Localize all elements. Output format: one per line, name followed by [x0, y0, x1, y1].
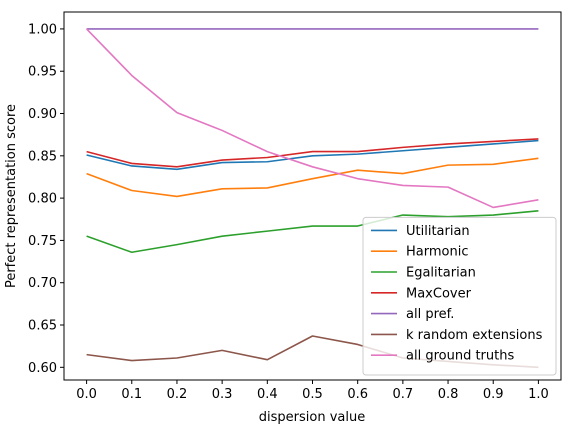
y-tick-label: 0.80 — [28, 192, 57, 207]
y-tick-label: 0.70 — [28, 276, 57, 291]
x-tick-label: 0.5 — [302, 387, 323, 402]
y-axis-ticks: 0.60 0.65 0.70 0.75 0.80 0.85 0.90 0.95 1.00 — [28, 22, 64, 376]
y-axis-label: Perfect representation score — [4, 104, 19, 288]
y-tick-label: 0.60 — [28, 361, 57, 376]
x-tick-label: 0.3 — [212, 387, 233, 402]
x-tick-label: 0.9 — [483, 387, 504, 402]
y-tick-label: 0.75 — [28, 234, 57, 249]
x-tick-label: 0.6 — [347, 387, 368, 402]
x-tick-label: 0.0 — [76, 387, 97, 402]
x-axis-ticks: 0.0 0.1 0.2 0.3 0.4 0.5 0.6 0.7 0.8 0.9 1.0 — [76, 380, 549, 402]
y-tick-label: 0.85 — [28, 149, 57, 164]
x-axis-label: dispersion value — [259, 410, 365, 425]
legend-box — [362, 216, 557, 376]
legend-label: Egalitarian — [406, 266, 476, 281]
series-line-egalitarian — [86, 210, 539, 254]
legend: Utilitarian Harmonic Egalitarian MaxCover al… — [362, 216, 557, 376]
x-tick-label: 0.7 — [393, 387, 414, 402]
y-tick-label: 0.95 — [28, 65, 57, 80]
y-tick-label: 1.00 — [28, 22, 57, 37]
series-line-maxcover — [86, 138, 539, 168]
legend-label: k random extensions — [406, 328, 543, 343]
x-tick-label: 0.1 — [121, 387, 142, 402]
series-line-all-ground-truths — [86, 28, 539, 209]
x-tick-label: 0.2 — [167, 387, 188, 402]
y-tick-label: 0.90 — [28, 107, 57, 122]
series-line-utilitarian — [86, 139, 539, 171]
x-tick-label: 0.8 — [438, 387, 459, 402]
x-tick-label: 0.4 — [257, 387, 278, 402]
y-tick-label: 0.65 — [28, 319, 57, 334]
x-tick-label: 1.0 — [528, 387, 549, 402]
series-line-harmonic — [86, 157, 539, 198]
legend-label: Harmonic — [406, 245, 468, 260]
legend-label: MaxCover — [406, 286, 472, 301]
legend-label: Utilitarian — [406, 224, 470, 239]
legend-label: all ground truths — [406, 349, 514, 364]
legend-label: all pref. — [406, 307, 454, 322]
